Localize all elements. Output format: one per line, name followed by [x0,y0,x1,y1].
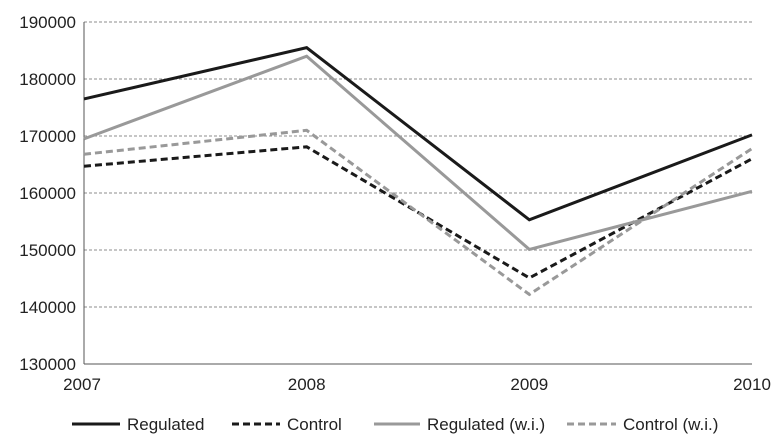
y-tick-labels: 130000 140000 150000 160000 170000 180000 1900… [19,13,76,374]
y-tick-label: 150000 [19,241,76,260]
series-line-regulated-w-i [83,54,753,252]
x-tick-label: 2010 [733,375,771,394]
legend-label: Regulated [127,415,205,434]
gridlines [84,21,752,308]
y-tick-label: 190000 [19,13,76,32]
y-tick-label: 140000 [19,298,76,317]
legend-label: Regulated (w.i.) [427,415,545,434]
x-tick-labels: 2007 2008 2009 2010 [63,375,771,394]
legend-item: Regulated (w.i.) [374,415,545,434]
series-line-control-w-i [83,128,753,297]
y-tick-label: 180000 [19,70,76,89]
axes [83,22,752,365]
x-tick-label: 2009 [510,375,548,394]
y-tick-label: 170000 [19,127,76,146]
x-tick-label: 2008 [288,375,326,394]
x-tick-label: 2007 [63,375,101,394]
legend-item: Control [232,415,342,434]
legend-label: Control (w.i.) [623,415,718,434]
series-line-control [83,145,753,280]
legend-label: Control [287,415,342,434]
legend: Regulated Control Regulated (w.i.) Control … [72,415,718,434]
series-lines [83,46,753,297]
y-tick-label: 160000 [19,184,76,203]
y-tick-label: 130000 [19,355,76,374]
series-line-regulated [83,46,753,222]
legend-item: Regulated [72,415,205,434]
legend-item: Control (w.i.) [567,415,718,434]
